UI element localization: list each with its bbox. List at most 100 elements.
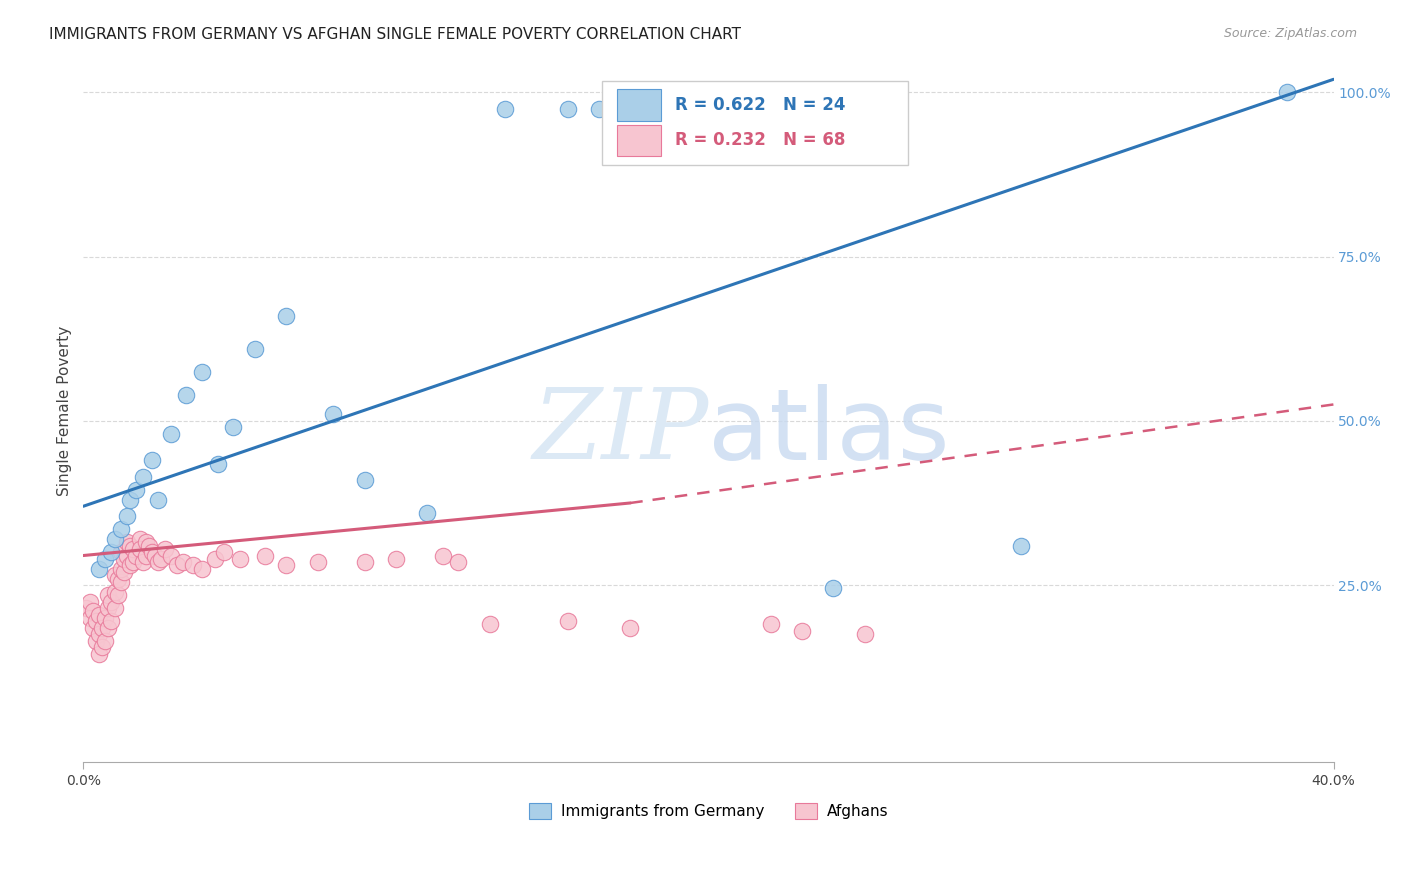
Point — [91, 621, 114, 635]
Point — [94, 611, 117, 625]
Point — [131, 469, 153, 483]
Point — [176, 387, 198, 401]
Text: R = 0.232   N = 68: R = 0.232 N = 68 — [675, 131, 845, 150]
Point — [823, 582, 845, 596]
Point — [115, 549, 138, 563]
Point — [79, 611, 101, 625]
Point — [385, 551, 408, 566]
Point — [416, 506, 439, 520]
Point — [245, 342, 267, 356]
Bar — [617, 125, 661, 156]
Point — [141, 545, 163, 559]
Point — [181, 558, 204, 573]
Point — [494, 102, 516, 116]
Point — [159, 549, 181, 563]
Point — [135, 535, 157, 549]
Point — [353, 555, 375, 569]
Point — [107, 572, 129, 586]
Point — [557, 102, 579, 116]
Point — [1010, 539, 1032, 553]
Point — [120, 492, 142, 507]
Point — [478, 617, 501, 632]
Point — [82, 621, 104, 635]
Point — [115, 509, 138, 524]
Point — [557, 614, 579, 628]
Text: R = 0.622   N = 24: R = 0.622 N = 24 — [675, 96, 845, 114]
Point — [141, 453, 163, 467]
Point — [853, 627, 876, 641]
Point — [100, 614, 122, 628]
Point — [432, 549, 454, 563]
Legend: Immigrants from Germany, Afghans: Immigrants from Germany, Afghans — [523, 797, 894, 825]
Point — [122, 555, 145, 569]
Point — [103, 601, 125, 615]
Point — [94, 551, 117, 566]
Point — [97, 621, 120, 635]
Point — [107, 588, 129, 602]
Point — [97, 601, 120, 615]
Point — [1275, 86, 1298, 100]
Point — [84, 634, 107, 648]
Text: atlas: atlas — [709, 384, 950, 481]
Point — [128, 532, 150, 546]
Point — [135, 549, 157, 563]
Point — [619, 621, 641, 635]
Point — [84, 614, 107, 628]
Point — [110, 522, 132, 536]
Point — [153, 541, 176, 556]
Point — [112, 551, 135, 566]
Point — [103, 532, 125, 546]
Point — [131, 555, 153, 569]
Bar — [617, 89, 661, 121]
Point — [150, 551, 173, 566]
Point — [148, 492, 170, 507]
FancyBboxPatch shape — [602, 80, 908, 165]
Point — [97, 588, 120, 602]
Point — [110, 545, 132, 559]
Point — [138, 539, 160, 553]
Point — [120, 558, 142, 573]
Point — [207, 457, 229, 471]
Point — [94, 634, 117, 648]
Point — [110, 574, 132, 589]
Point — [125, 549, 148, 563]
Point — [322, 407, 344, 421]
Point — [87, 562, 110, 576]
Point — [110, 562, 132, 576]
Point — [191, 562, 214, 576]
Text: IMMIGRANTS FROM GERMANY VS AFGHAN SINGLE FEMALE POVERTY CORRELATION CHART: IMMIGRANTS FROM GERMANY VS AFGHAN SINGLE… — [49, 27, 741, 42]
Point — [79, 594, 101, 608]
Point — [276, 558, 298, 573]
Point — [228, 551, 250, 566]
Text: Source: ZipAtlas.com: Source: ZipAtlas.com — [1223, 27, 1357, 40]
Point — [148, 555, 170, 569]
Point — [87, 647, 110, 661]
Point — [122, 541, 145, 556]
Point — [253, 549, 276, 563]
Point — [115, 535, 138, 549]
Point — [143, 549, 166, 563]
Point — [159, 427, 181, 442]
Point — [87, 607, 110, 622]
Point — [792, 624, 814, 638]
Point — [100, 594, 122, 608]
Point — [128, 541, 150, 556]
Point — [588, 102, 610, 116]
Point — [191, 365, 214, 379]
Point — [307, 555, 329, 569]
Point — [82, 604, 104, 618]
Y-axis label: Single Female Poverty: Single Female Poverty — [58, 326, 72, 496]
Point — [120, 539, 142, 553]
Point — [87, 627, 110, 641]
Point — [112, 565, 135, 579]
Point — [204, 551, 226, 566]
Point — [222, 420, 245, 434]
Point — [276, 309, 298, 323]
Point — [212, 545, 235, 559]
Point — [103, 584, 125, 599]
Point — [447, 555, 470, 569]
Point — [166, 558, 188, 573]
Point — [759, 617, 782, 632]
Text: ZIP: ZIP — [531, 384, 709, 480]
Point — [125, 483, 148, 497]
